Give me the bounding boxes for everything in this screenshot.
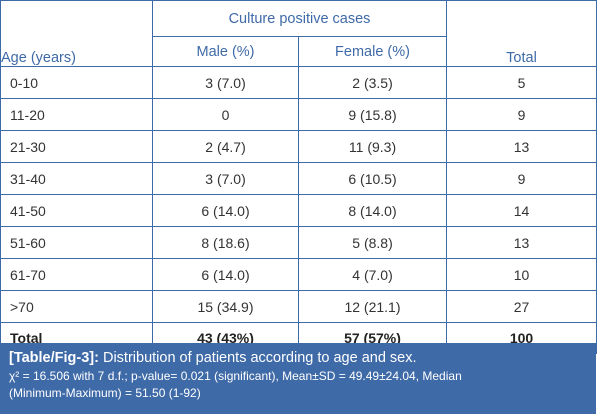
table-caption: [Table/Fig-3]: Distribution of patients … (0, 343, 596, 414)
table-row: 0-10 3 (7.0) 2 (3.5) 5 (0, 66, 597, 99)
female-cell: 5 (8.8) (298, 226, 447, 259)
age-cell: 41-50 (0, 194, 153, 227)
table-row: 41-50 6 (14.0) 8 (14.0) 14 (0, 194, 597, 227)
age-column-header: Age (years) (0, 0, 153, 67)
caption-stats-line-2: (Minimum-Maximum) = 51.50 (1-92) (9, 386, 201, 400)
table-row: 51-60 8 (18.6) 5 (8.8) 13 (0, 226, 597, 259)
female-column-header: Female (%) (298, 36, 447, 67)
culture-group-header: Culture positive cases (152, 0, 447, 37)
age-cell: >70 (0, 290, 153, 323)
male-cell: 3 (7.0) (152, 162, 299, 195)
male-cell: 3 (7.0) (152, 66, 299, 99)
caption-label: [Table/Fig-3]: (9, 350, 99, 366)
age-cell: 11-20 (0, 98, 153, 131)
male-cell: 2 (4.7) (152, 130, 299, 163)
age-cell: 51-60 (0, 226, 153, 259)
male-cell: 15 (34.9) (152, 290, 299, 323)
male-cell: 6 (14.0) (152, 258, 299, 291)
male-cell: 8 (18.6) (152, 226, 299, 259)
caption-title: Distribution of patients according to ag… (98, 350, 417, 366)
total-cell: 5 (446, 66, 597, 99)
data-table: Age (years) Culture positive cases Total… (0, 0, 597, 354)
table-row: 11-20 0 9 (15.8) 9 (0, 98, 597, 131)
total-column-header: Total (446, 0, 597, 67)
table-row: 21-30 2 (4.7) 11 (9.3) 13 (0, 130, 597, 163)
female-cell: 6 (10.5) (298, 162, 447, 195)
table-row: 31-40 3 (7.0) 6 (10.5) 9 (0, 162, 597, 195)
total-cell: 27 (446, 290, 597, 323)
male-cell: 6 (14.0) (152, 194, 299, 227)
age-cell: 31-40 (0, 162, 153, 195)
table-header: Age (years) Culture positive cases Total… (0, 0, 597, 67)
female-cell: 11 (9.3) (298, 130, 447, 163)
table-body: 0-10 3 (7.0) 2 (3.5) 5 11-20 0 9 (15.8) … (0, 66, 597, 354)
female-cell: 8 (14.0) (298, 194, 447, 227)
caption-title-line: [Table/Fig-3]: Distribution of patients … (9, 348, 587, 368)
table-row: 61-70 6 (14.0) 4 (7.0) 10 (0, 258, 597, 291)
caption-stats-line: χ² = 16.506 with 7 d.f.; p-value= 0.021 … (9, 369, 462, 383)
total-cell: 10 (446, 258, 597, 291)
total-cell: 14 (446, 194, 597, 227)
female-cell: 9 (15.8) (298, 98, 447, 131)
female-cell: 2 (3.5) (298, 66, 447, 99)
total-cell: 13 (446, 226, 597, 259)
female-cell: 12 (21.1) (298, 290, 447, 323)
age-cell: 0-10 (0, 66, 153, 99)
male-cell: 0 (152, 98, 299, 131)
total-cell: 9 (446, 98, 597, 131)
total-cell: 9 (446, 162, 597, 195)
age-cell: 21-30 (0, 130, 153, 163)
female-cell: 4 (7.0) (298, 258, 447, 291)
total-cell: 13 (446, 130, 597, 163)
age-cell: 61-70 (0, 258, 153, 291)
male-column-header: Male (%) (152, 36, 299, 67)
table-row: >70 15 (34.9) 12 (21.1) 27 (0, 290, 597, 323)
